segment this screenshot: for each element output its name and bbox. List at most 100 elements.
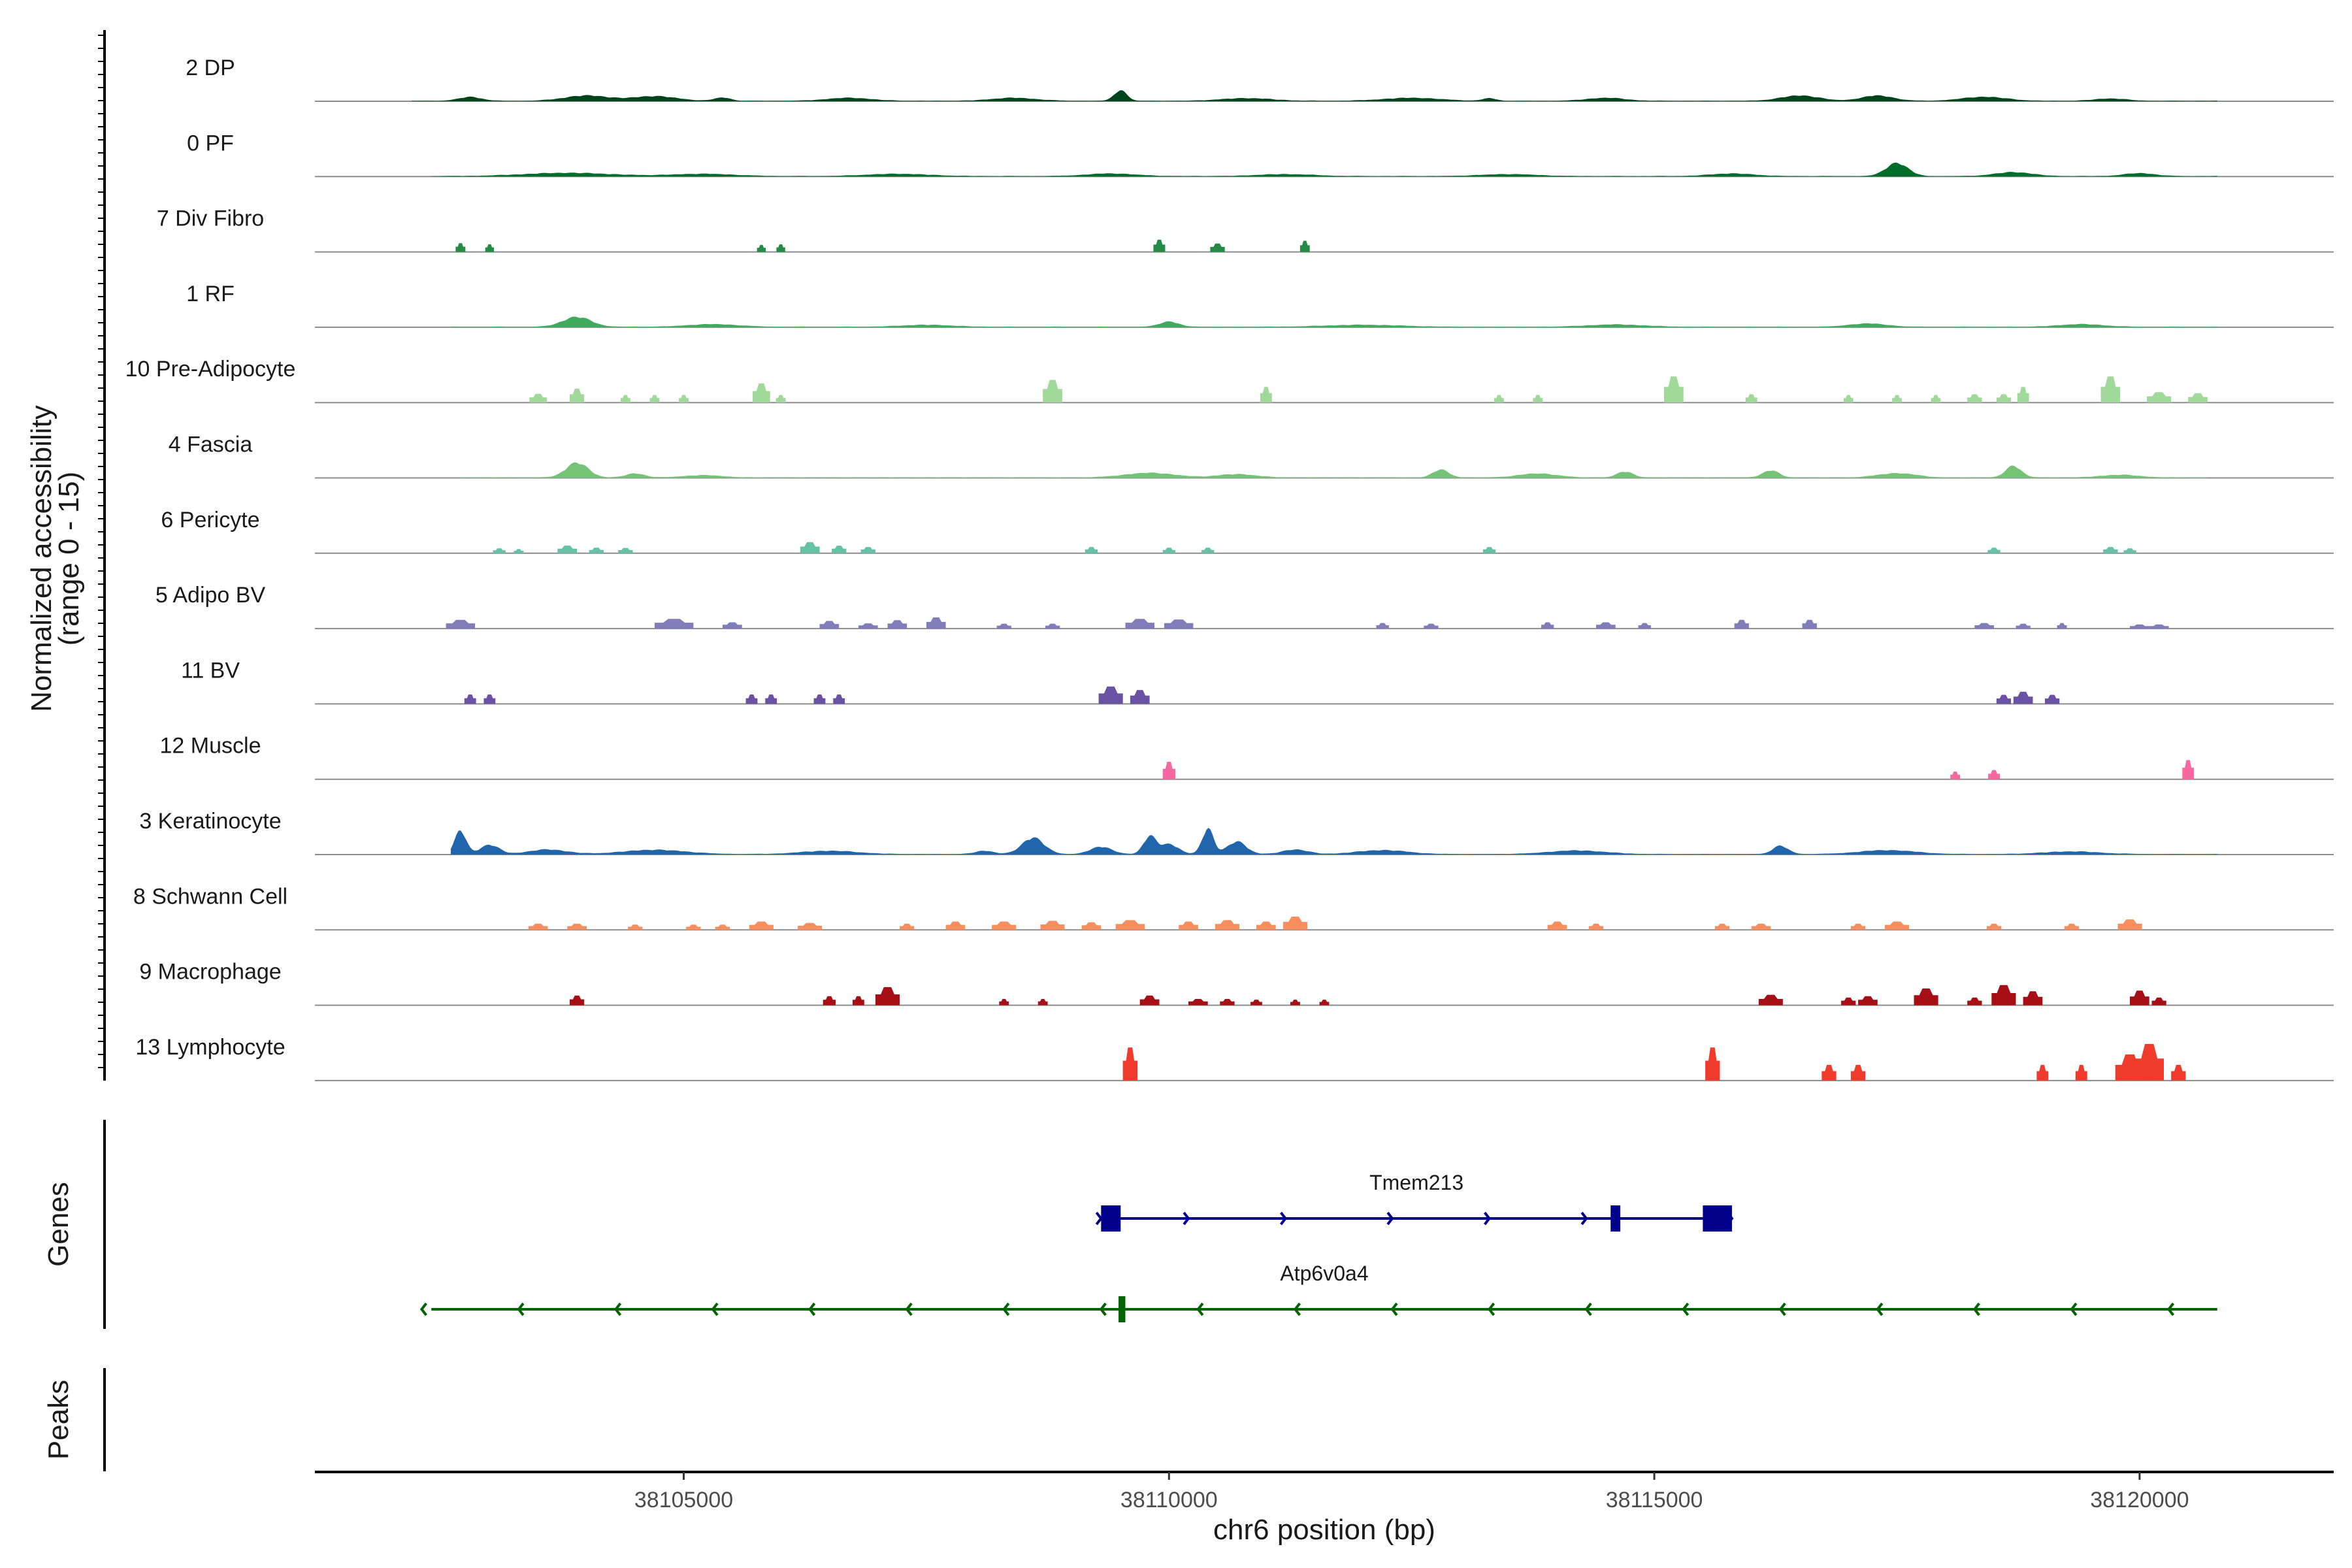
coverage-peak [1884, 921, 1910, 930]
coverage-peak [655, 619, 694, 629]
coverage-peak [1974, 623, 1994, 629]
strand-arrow [1584, 1302, 1592, 1316]
coverage-peak [753, 383, 770, 403]
coverage-peak [1914, 988, 1938, 1005]
track-label: 9 Macrophage [139, 960, 281, 985]
coverage-peak [2016, 623, 2031, 629]
coverage-peak [757, 244, 766, 252]
coverage-peak [2134, 1043, 2164, 1081]
coverage-peak [686, 924, 701, 930]
strand-arrow [808, 1302, 816, 1316]
track-7-div-fibro: 7 Div Fibro [157, 206, 2334, 253]
coverage-peak [1220, 999, 1235, 1005]
coverage-peak [1290, 1000, 1300, 1005]
strand-arrow [613, 1302, 622, 1316]
strand-arrow [1099, 1302, 1107, 1316]
track-label: 8 Schwann Cell [133, 884, 287, 909]
coverage-peak [2057, 623, 2067, 629]
coverage-peak [2149, 624, 2169, 629]
coverage-area [431, 162, 2217, 177]
track-label: 11 BV [181, 658, 240, 683]
track-13-lymphocyte: 13 Lymphocyte [135, 1035, 2334, 1081]
gene-annotations: Tmem213 Atp6v0a4 [419, 1171, 2217, 1322]
coverage-peak [1153, 239, 1166, 252]
track-1-rf: 1 RF [186, 282, 2334, 328]
strand-arrow [1390, 1302, 1398, 1316]
track-10-pre-adipocyte: 10 Pre-Adipocyte [125, 357, 2334, 404]
coverage-peak [1751, 923, 1771, 930]
coverage-peak [1260, 387, 1272, 403]
peaks-panel-title: Peaks [42, 1380, 74, 1460]
track-5-adipo-bv: 5 Adipo BV [155, 583, 2334, 630]
coverage-peak [1282, 917, 1307, 930]
coverage-peak [1987, 547, 2001, 553]
coverage-peak [1996, 694, 2011, 704]
coverage-peak [1043, 380, 1062, 403]
coverage-peak [1858, 996, 1878, 1005]
genes-panel-title: Genes [42, 1182, 74, 1267]
coverage-peak [1541, 622, 1554, 629]
coverage-peak [1081, 922, 1102, 930]
coverage-peak [1376, 623, 1389, 629]
gene-label: Atp6v0a4 [1280, 1262, 1368, 1285]
coverage-peak [833, 694, 845, 704]
coverage-y-ticks [98, 35, 105, 1068]
track-3-keratinocyte: 3 Keratinocyte [139, 809, 2334, 855]
coverage-peak [715, 924, 730, 930]
coverage-peak [1745, 394, 1757, 403]
coverage-peak [485, 244, 495, 252]
track-label: 13 Lymphocyte [135, 1035, 285, 1060]
exon [1703, 1205, 1732, 1232]
coverage-peak [819, 621, 840, 629]
track-9-macrophage: 9 Macrophage [139, 960, 2334, 1006]
coverage-peak [1986, 923, 2002, 930]
strand-arrow [1002, 1302, 1010, 1316]
coverage-peak [621, 395, 630, 403]
coverage-peak [2130, 990, 2149, 1005]
coverage-peak [1130, 690, 1150, 704]
coverage-peak [1533, 395, 1543, 403]
coverage-peak [2147, 392, 2172, 403]
coverage-area [412, 90, 2217, 101]
coverage-peak [528, 923, 548, 930]
strand-arrow [1183, 1211, 1190, 1226]
track-label: 3 Keratinocyte [139, 809, 281, 834]
coverage-peak [1494, 395, 1504, 403]
strand-arrow [1876, 1302, 1884, 1316]
strand-arrow [1483, 1211, 1492, 1226]
coverage-area [460, 462, 2208, 478]
coverage-peak [1705, 1047, 1720, 1081]
track-label: 5 Adipo BV [155, 583, 266, 608]
coverage-peak [776, 395, 786, 403]
coverage-peak [2117, 919, 2142, 930]
coverage-peak [722, 622, 742, 629]
track-label: 4 Fascia [169, 433, 253, 457]
strand-arrow [711, 1302, 719, 1316]
x-tick-label: 38115000 [1606, 1488, 1703, 1512]
coverage-peak [823, 996, 836, 1005]
coverage-peak [2017, 387, 2029, 403]
track-label: 2 DP [186, 56, 235, 80]
track-label: 10 Pre-Adipocyte [125, 357, 296, 382]
strand-arrow [1196, 1302, 1204, 1316]
coverage-peak [455, 243, 466, 252]
coverage-peak [1215, 920, 1239, 930]
coverage-peak [858, 623, 878, 629]
coverage-peak [483, 694, 496, 704]
coverage-peak [926, 617, 946, 629]
coverage-peak [628, 924, 643, 930]
exon [1101, 1205, 1121, 1232]
strand-arrow [1488, 1302, 1495, 1316]
coverage-peak [800, 542, 820, 553]
strand-arrow [1293, 1302, 1301, 1316]
coverage-peak [1179, 921, 1198, 930]
coverage-peak [493, 548, 506, 553]
coverage-peak [514, 549, 524, 553]
coverage-peak [1098, 686, 1123, 704]
strand-arrow [1280, 1211, 1288, 1226]
track-label: 6 Pericyte [161, 508, 259, 532]
x-tick-label: 38105000 [634, 1488, 733, 1512]
coverage-peak [745, 694, 758, 704]
coverage-peak [2100, 376, 2121, 403]
